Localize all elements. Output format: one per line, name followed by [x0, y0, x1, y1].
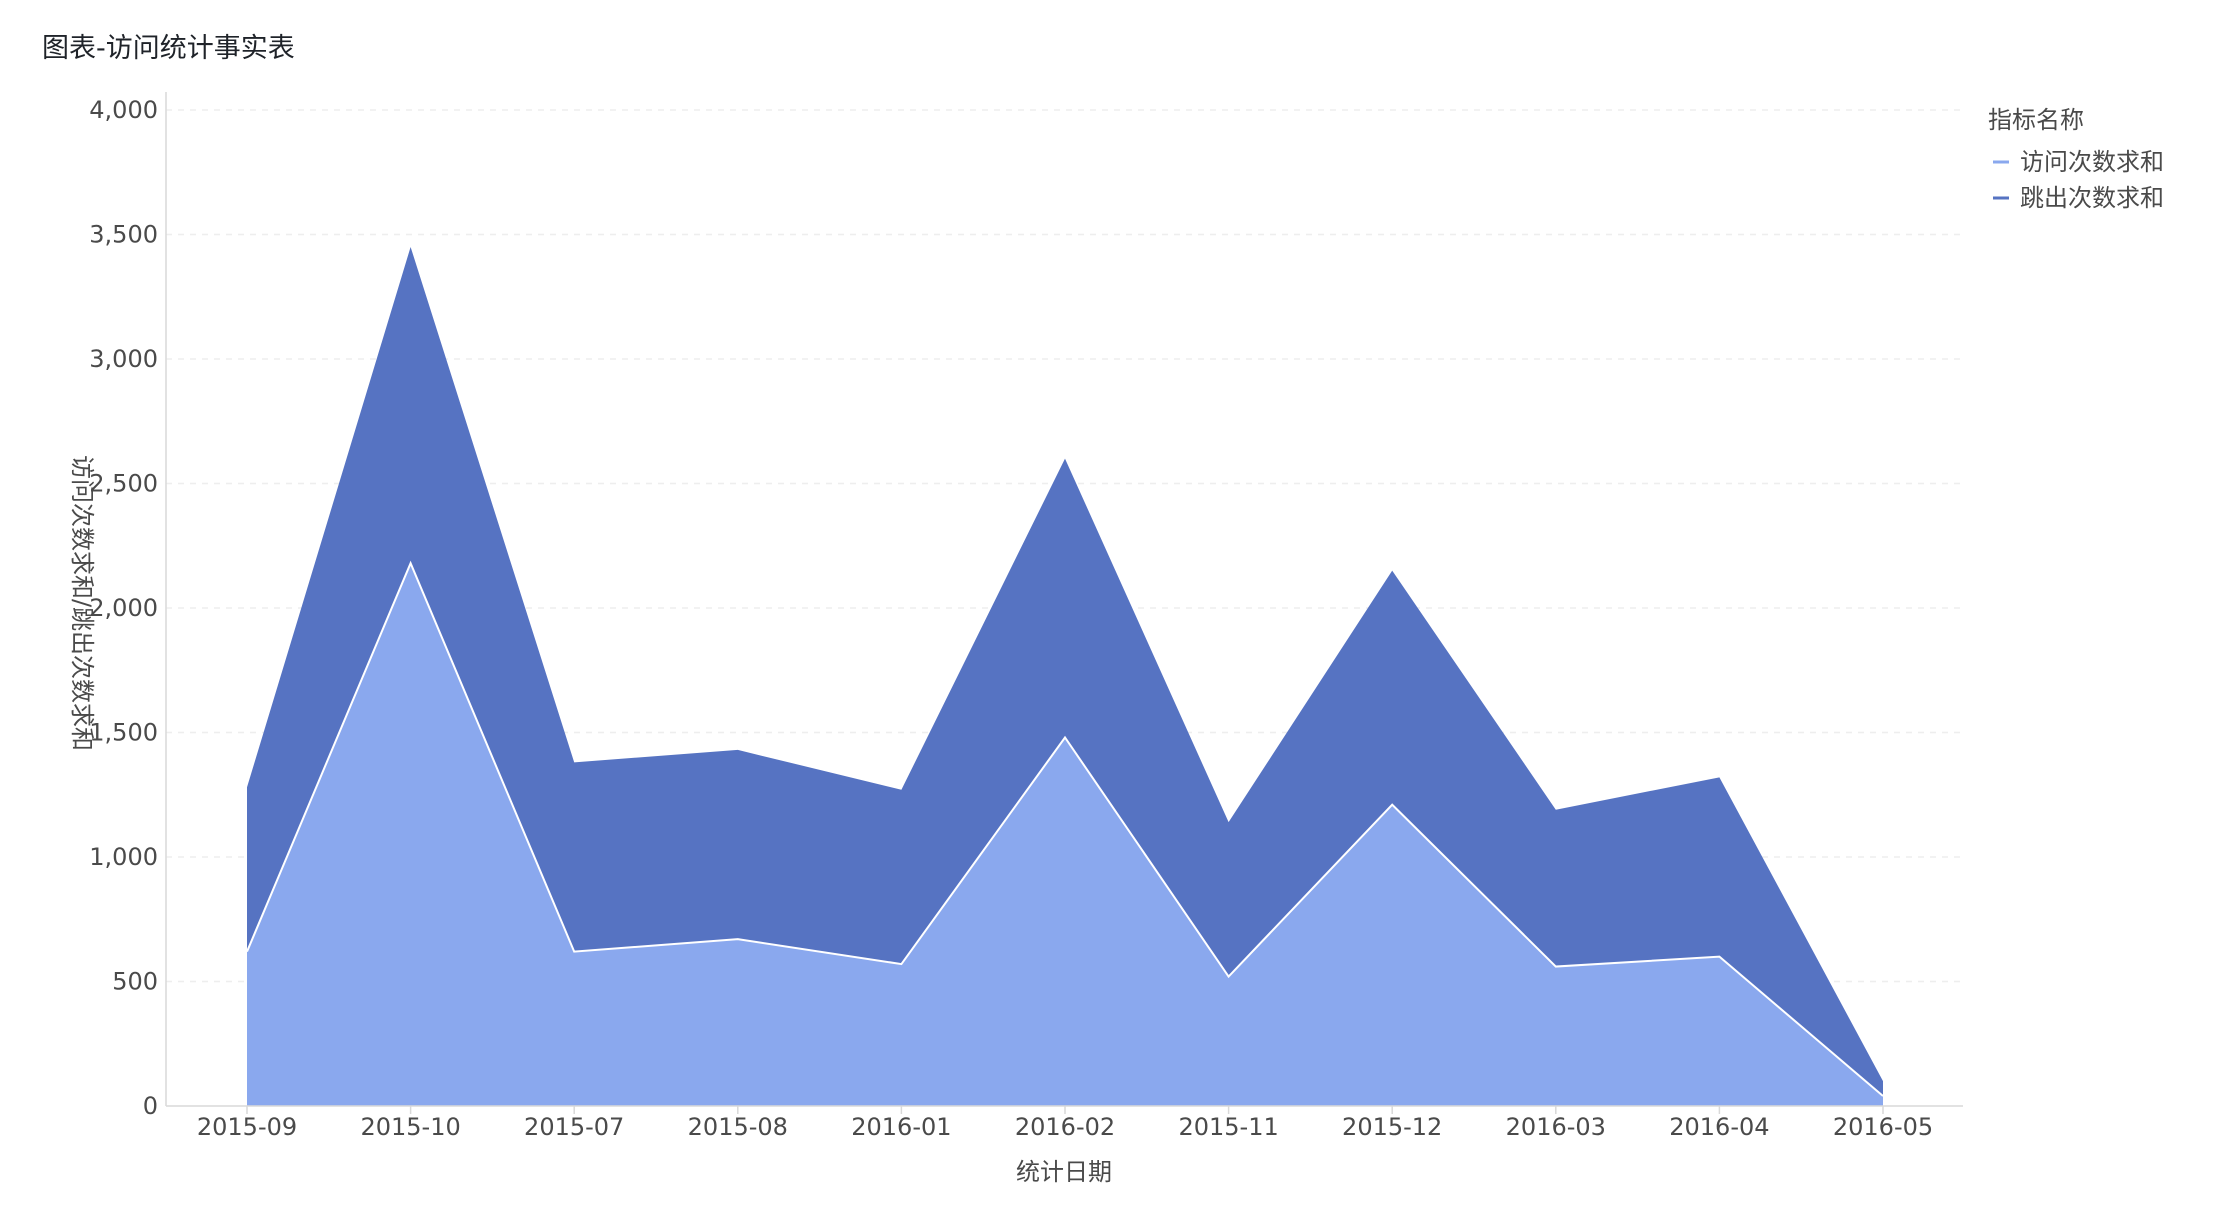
legend-title: 指标名称 [1988, 106, 2084, 134]
legend-item-label: 跳出次数求和 [2020, 184, 2164, 212]
y-tick-label: 2,000 [89, 594, 158, 622]
legend-item-label: 访问次数求和 [2020, 148, 2164, 176]
x-tick-label: 2016-01 [851, 1113, 951, 1141]
y-tick-label: 1,000 [89, 843, 158, 871]
x-tick-label: 2015-10 [360, 1113, 460, 1141]
y-tick-label: 3,500 [89, 221, 158, 249]
x-tick-label: 2016-03 [1506, 1113, 1606, 1141]
x-tick-label: 2015-07 [524, 1113, 624, 1141]
y-tick-label: 4,000 [89, 96, 158, 124]
y-axis-title: 访问次数求和/跳出次数求和 [68, 455, 96, 751]
x-tick-label: 2016-05 [1833, 1113, 1933, 1141]
y-tick-label: 0 [143, 1092, 158, 1120]
x-tick-label: 2015-11 [1178, 1113, 1278, 1141]
x-tick-label: 2015-09 [197, 1113, 297, 1141]
x-tick-label: 2016-02 [1015, 1113, 1115, 1141]
x-tick-label: 2016-04 [1669, 1113, 1769, 1141]
y-tick-label: 2,500 [89, 470, 158, 498]
y-tick-label: 3,000 [89, 345, 158, 373]
x-axis-title: 统计日期 [1016, 1158, 1112, 1186]
y-tick-label: 500 [112, 968, 158, 996]
x-tick-label: 2015-12 [1342, 1113, 1442, 1141]
y-tick-label: 1,500 [89, 719, 158, 747]
x-tick-label: 2015-08 [688, 1113, 788, 1141]
